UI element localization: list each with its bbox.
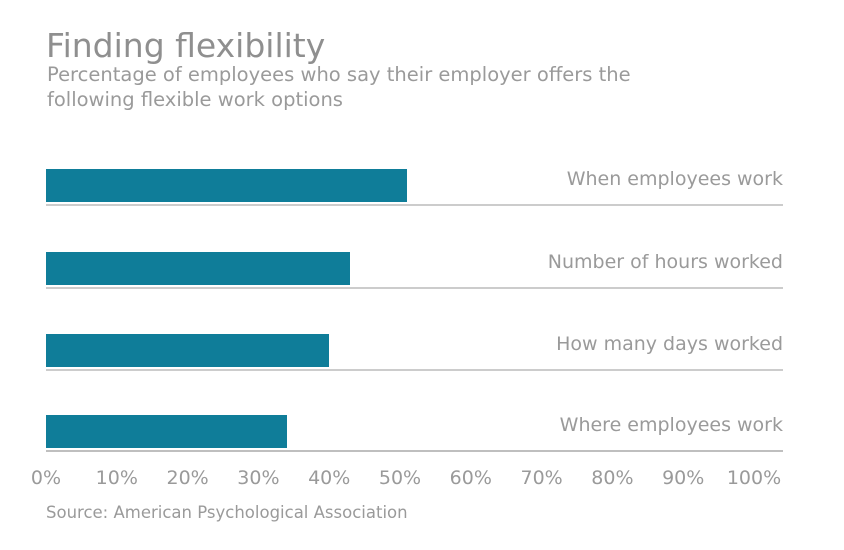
bar-label-when-employees-work: When employees work: [566, 168, 783, 190]
bar-row-when-employees-work: When employees work: [46, 168, 783, 206]
x-tick-label-70: 70%: [520, 467, 563, 489]
chart-title: Finding flexibility: [46, 26, 326, 65]
row-separator-line: [46, 450, 783, 452]
x-tick-label-100: 100%: [726, 467, 782, 489]
x-axis: 0% 10% 20% 30% 40% 50% 60% 70% 80% 90% 1…: [0, 466, 844, 492]
x-tick-label-30: 30%: [237, 467, 280, 489]
x-tick-label-90: 90%: [662, 467, 705, 489]
bar-number-of-hours-worked: [46, 252, 350, 285]
source-note: Source: American Psychological Associati…: [46, 503, 408, 522]
bar-where-employees-work: [46, 415, 287, 448]
x-tick-label-50: 50%: [378, 467, 422, 489]
bar-row-where-employees-work: Where employees work: [46, 414, 783, 452]
x-tick-label-20: 20%: [166, 467, 209, 489]
bar-how-many-days-worked: [46, 334, 329, 367]
bar-label-where-employees-work: Where employees work: [559, 414, 783, 436]
bar-row-number-of-hours-worked: Number of hours worked: [46, 251, 783, 289]
subtitle-line-1: Percentage of employees who say their em…: [47, 63, 631, 86]
chart-subtitle: Percentage of employees who say their em…: [47, 63, 631, 112]
subtitle-line-2: following flexible work options: [47, 87, 343, 111]
x-tick-label-10: 10%: [95, 467, 138, 489]
row-separator-line: [46, 369, 783, 371]
row-separator-line: [46, 287, 783, 289]
bar-row-how-many-days-worked: How many days worked: [46, 333, 783, 371]
x-tick-label-40: 40%: [308, 467, 351, 489]
row-separator-line: [46, 204, 783, 206]
x-tick-label-80: 80%: [591, 467, 634, 489]
x-tick-label-60: 60%: [449, 467, 492, 489]
bar-when-employees-work: [46, 169, 407, 202]
x-tick-label-0: 0%: [30, 467, 62, 489]
bar-label-how-many-days-worked: How many days worked: [556, 333, 783, 355]
bar-label-number-of-hours-worked: Number of hours worked: [547, 251, 783, 273]
